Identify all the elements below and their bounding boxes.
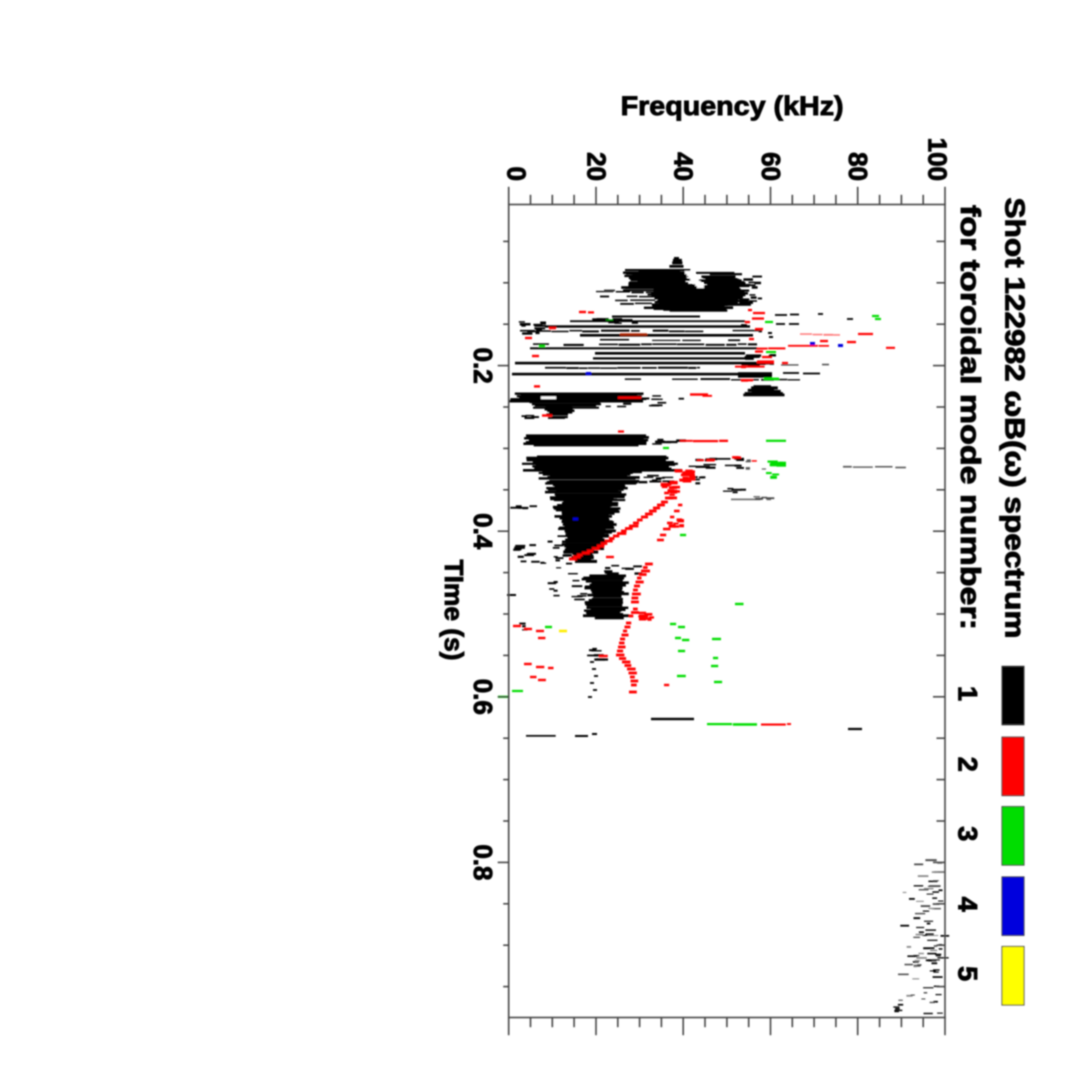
svg-text:40: 40	[669, 152, 699, 181]
svg-text:60: 60	[756, 152, 786, 181]
svg-text:100: 100	[923, 138, 953, 181]
svg-text:3: 3	[953, 826, 983, 841]
svg-text:4: 4	[953, 897, 983, 912]
svg-text:Frequency (kHz): Frequency (kHz)	[621, 91, 844, 121]
svg-text:80: 80	[843, 152, 873, 181]
svg-text:TIme (s): TIme (s)	[439, 560, 469, 661]
svg-text:0: 0	[502, 167, 532, 181]
svg-text:20: 20	[581, 152, 611, 181]
svg-text:1: 1	[953, 686, 983, 701]
svg-text:0.8: 0.8	[468, 844, 498, 880]
svg-text:for toroidal mode number:: for toroidal mode number:	[955, 205, 986, 630]
svg-text:0.6: 0.6	[468, 679, 498, 715]
svg-text:0.4: 0.4	[468, 513, 498, 550]
svg-text:2: 2	[953, 757, 983, 772]
svg-text:Shot 122982 ωB(ω) spectrum: Shot 122982 ωB(ω) spectrum	[1000, 198, 1031, 639]
svg-text:0.2: 0.2	[468, 348, 498, 384]
svg-text:5: 5	[953, 966, 983, 981]
